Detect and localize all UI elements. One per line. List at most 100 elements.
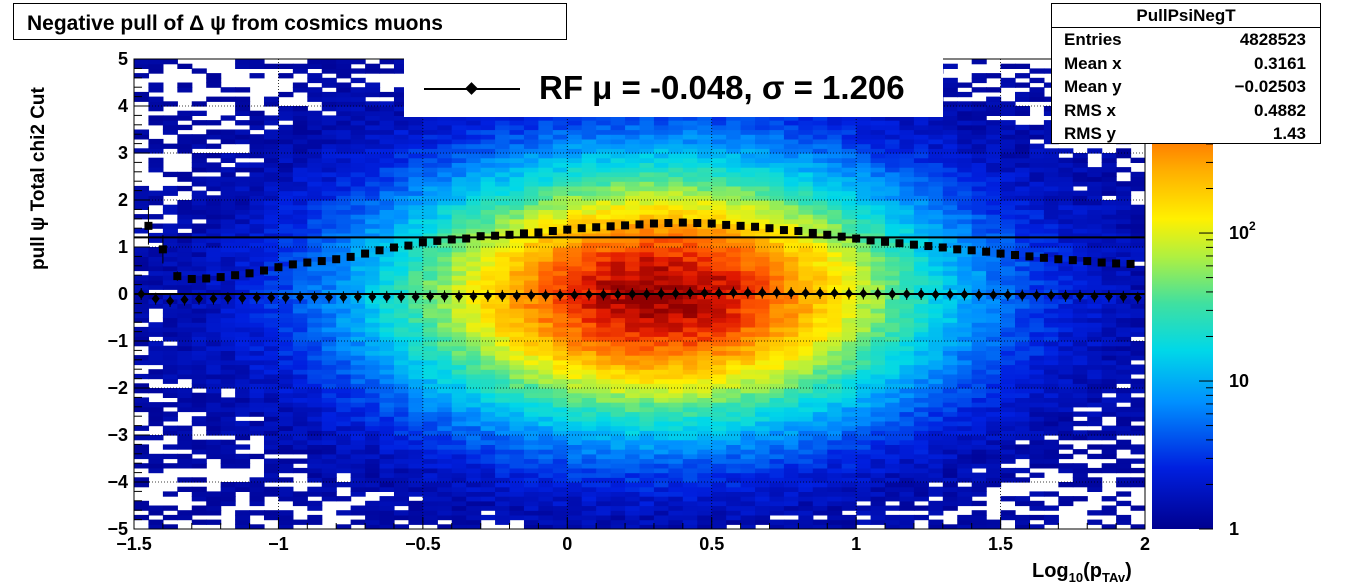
heatmap-cell [697, 514, 713, 521]
heatmap-cell [856, 242, 872, 248]
heatmap-cell [596, 256, 612, 262]
heatmap-cell [581, 214, 597, 220]
heatmap-cell [783, 336, 799, 342]
heatmap-cell [509, 312, 525, 319]
heatmap-cell [726, 167, 742, 173]
heatmap-cell [726, 500, 742, 507]
heatmap-cell [466, 406, 482, 413]
heatmap-cell [292, 134, 308, 140]
heatmap-cell [798, 303, 814, 309]
heatmap-cell [509, 195, 525, 201]
heatmap-cell [422, 204, 438, 210]
heatmap-cell [466, 510, 482, 516]
heatmap-cell [755, 453, 771, 460]
heatmap-cell [841, 185, 857, 192]
heatmap-cell [249, 261, 265, 267]
heatmap-cell [235, 406, 251, 413]
heatmap-cell [437, 322, 453, 328]
heatmap-cell [495, 355, 511, 361]
heatmap-cell [191, 317, 207, 323]
heatmap-cell [509, 209, 525, 215]
heatmap-cell [177, 265, 193, 272]
heatmap-cell [740, 223, 756, 229]
heatmap-cell [653, 472, 669, 478]
heatmap-cell [552, 171, 568, 178]
heatmap-cell [379, 265, 395, 272]
heatmap-cell [682, 247, 698, 253]
heatmap-cell [437, 247, 453, 253]
heatmap-cell [552, 218, 568, 225]
heatmap-cell [668, 500, 684, 507]
heatmap-cell [697, 472, 713, 478]
heatmap-cell [523, 115, 539, 121]
heatmap-cell [610, 270, 626, 276]
heatmap-cell [191, 322, 207, 328]
heatmap-cell [697, 416, 713, 422]
heatmap-cell [393, 453, 410, 460]
heatmap-cell [567, 467, 583, 474]
heatmap-cell [740, 378, 756, 384]
heatmap-cell [798, 449, 814, 455]
heatmap-cell [740, 120, 756, 126]
heatmap-cell [567, 430, 583, 436]
heatmap-cell [466, 402, 482, 408]
heatmap-cell [639, 279, 655, 286]
heatmap-cell [726, 514, 742, 521]
heatmap-cell [812, 115, 828, 121]
heatmap-cell [668, 120, 684, 126]
heatmap-cell [292, 326, 308, 333]
heatmap-cell [379, 256, 395, 262]
heatmap-cell [596, 209, 612, 215]
heatmap-cell [841, 331, 857, 337]
heatmap-cell [437, 355, 453, 361]
heatmap-cell [350, 326, 366, 333]
heatmap-cell [885, 369, 901, 375]
heatmap-cell [365, 453, 381, 460]
heatmap-cell [177, 514, 193, 521]
heatmap-cell [740, 298, 756, 304]
heatmap-cell [422, 153, 438, 159]
heatmap-cell [610, 218, 626, 225]
heatmap-cell [653, 449, 669, 455]
heatmap-cell [552, 524, 568, 529]
heatmap-cell [321, 82, 337, 88]
heatmap-cell [379, 153, 395, 159]
heatmap-cell [249, 364, 265, 370]
heatmap-cell [899, 425, 915, 431]
heatmap-cell [841, 129, 857, 135]
heatmap-cell [783, 171, 799, 178]
heatmap-cell [798, 420, 814, 427]
heatmap-cell [191, 289, 207, 295]
heatmap-cell [451, 411, 467, 417]
heatmap-cell [307, 138, 323, 145]
heatmap-cell [755, 505, 771, 511]
heatmap-cell [639, 444, 655, 450]
heatmap-cell [682, 171, 698, 178]
heatmap-cell [235, 383, 251, 389]
heatmap-cell [639, 214, 655, 220]
heatmap-cell [856, 402, 872, 408]
heatmap-cell [827, 176, 843, 182]
heatmap-cell [726, 237, 742, 243]
heatmap-cell [451, 308, 467, 314]
heatmap-cell [466, 167, 482, 173]
heatmap-cell [567, 218, 583, 225]
heatmap-cell [639, 181, 655, 187]
heatmap-cell [885, 477, 901, 483]
heatmap-cell [552, 453, 568, 460]
heatmap-cell [278, 392, 294, 398]
heatmap-cell [509, 214, 525, 220]
heatmap-cell [711, 500, 727, 507]
heatmap-cell [336, 134, 352, 140]
heatmap-cell [639, 167, 655, 173]
heatmap-cell [552, 397, 568, 403]
heatmap-cell [783, 425, 799, 431]
heatmap-cell [466, 369, 482, 375]
heatmap-cell [740, 312, 756, 319]
heatmap-cell [668, 519, 684, 525]
heatmap-cell [350, 101, 366, 107]
heatmap-cell [740, 341, 756, 347]
heatmap-cell [336, 265, 352, 272]
heatmap-cell [206, 364, 222, 370]
heatmap-cell [870, 275, 886, 281]
